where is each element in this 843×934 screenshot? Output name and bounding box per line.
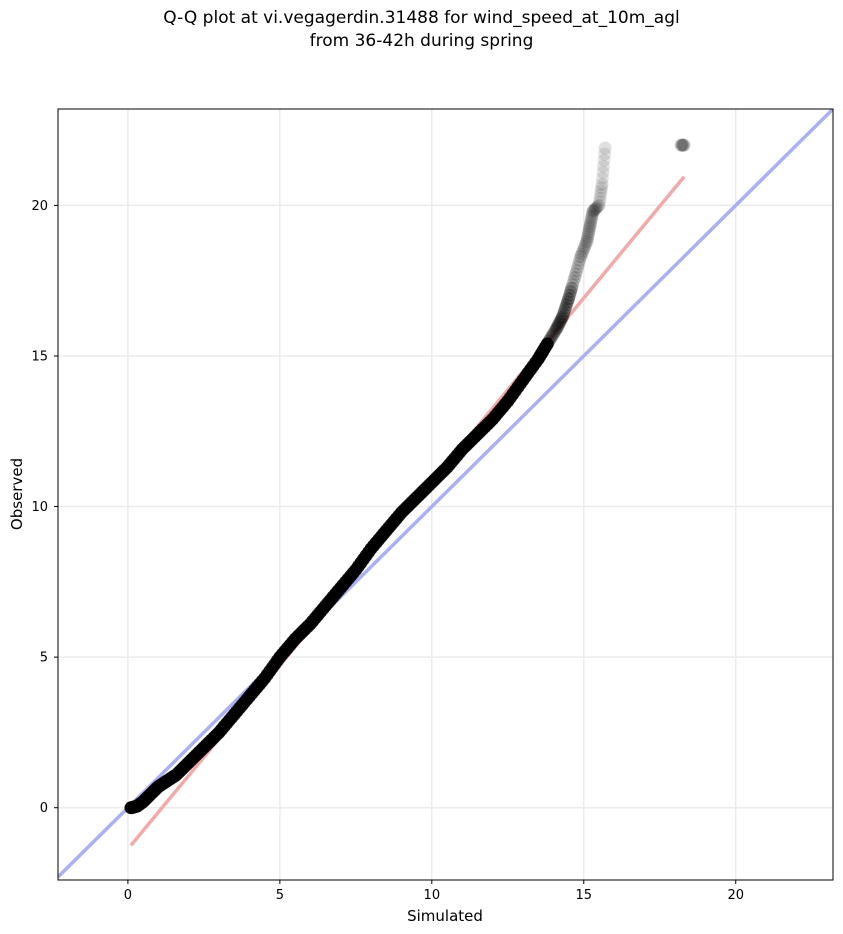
quantile-point	[545, 329, 559, 343]
y-tick-label: 20	[31, 199, 48, 214]
reference-lines	[58, 109, 833, 879]
quantile-point	[561, 295, 575, 309]
quantile-point	[578, 240, 592, 254]
quantile-point	[581, 227, 595, 241]
quantile-point	[675, 138, 689, 152]
grid-lines	[58, 109, 833, 880]
quantile-point	[546, 327, 560, 341]
y-tick-label: 10	[31, 500, 48, 515]
chart-title-line-2: from 36-42h during spring	[309, 31, 534, 51]
quantile-point	[560, 298, 574, 312]
quantile-point	[674, 138, 688, 152]
quantile-point	[572, 257, 586, 271]
quantile-point	[569, 267, 583, 281]
quantile-point	[582, 222, 596, 236]
chart-title-line-1: Q-Q plot at vi.vegagerdin.31488 for wind…	[163, 8, 680, 28]
quantile-point	[557, 307, 571, 321]
quantile-point	[590, 200, 604, 214]
quantile-point	[677, 138, 691, 152]
quantile-point	[567, 274, 581, 288]
quantile-point	[568, 271, 582, 285]
quantile-point	[676, 138, 690, 152]
quantile-point	[539, 339, 553, 353]
quantile-point	[583, 219, 597, 233]
quantile-point	[677, 138, 691, 152]
quantile-point	[563, 288, 577, 302]
x-axis-label: Simulated	[407, 907, 483, 925]
quantile-point	[571, 260, 585, 274]
quantile-point	[585, 209, 599, 223]
plot-frame	[57, 108, 834, 881]
quantile-point	[587, 203, 601, 217]
x-tick-label: 0	[124, 888, 132, 903]
x-tick-label: 5	[276, 888, 284, 903]
quantile-point	[558, 304, 572, 318]
quantile-point	[553, 314, 567, 328]
y-tick-label: 15	[31, 349, 48, 364]
y-tick-label: 5	[40, 651, 48, 666]
x-tick-label: 15	[576, 888, 593, 903]
quantile-point	[575, 247, 589, 261]
x-tick-label: 10	[424, 888, 441, 903]
quantile-point	[548, 324, 562, 338]
quantile-point	[581, 229, 595, 243]
quantile-point	[562, 292, 576, 306]
y-axis-label: Observed	[8, 458, 26, 530]
axis-ticks: 0 5 10 15 20 0 5 10 15 20	[31, 199, 744, 903]
quantile-point	[586, 204, 600, 218]
identity-line	[58, 109, 833, 879]
quantile-point	[577, 242, 591, 256]
quantile-point	[559, 301, 573, 315]
quantile-point	[597, 153, 611, 167]
quantile-point	[592, 198, 606, 212]
quantile-point	[543, 332, 557, 346]
quantile-point	[542, 334, 556, 348]
quantile-point	[589, 201, 603, 215]
quantile-point	[592, 195, 606, 209]
quantile-point	[593, 191, 607, 205]
quantile-point	[584, 214, 598, 228]
quantile-point	[566, 278, 580, 292]
quantile-point	[594, 188, 607, 202]
quantile-point	[676, 138, 690, 152]
quantile-point	[595, 181, 609, 195]
quantile-point	[597, 159, 611, 173]
quantile-point	[591, 199, 605, 213]
quantile-point	[594, 184, 608, 198]
quantile-point	[588, 202, 602, 216]
quantile-point	[595, 177, 609, 191]
quantile-point	[550, 320, 564, 334]
quantile-points	[124, 138, 691, 815]
quantile-point	[552, 316, 566, 330]
quantile-point	[596, 165, 610, 179]
quantile-point	[675, 138, 689, 152]
quantile-point	[584, 212, 598, 226]
quantile-point	[582, 224, 596, 238]
quantile-point	[596, 171, 610, 185]
x-tick-label: 20	[727, 888, 744, 903]
quantile-point	[579, 237, 593, 251]
quantile-point	[570, 264, 584, 278]
quantile-point	[598, 147, 612, 161]
quantile-point	[576, 245, 590, 259]
quantile-point	[565, 281, 579, 295]
quantile-point	[556, 310, 570, 324]
quantile-point	[564, 285, 578, 299]
quantile-point	[554, 312, 568, 326]
y-tick-label: 0	[40, 801, 48, 816]
quantile-point	[585, 207, 599, 221]
quantile-point	[573, 253, 587, 267]
quantile-point	[574, 250, 588, 264]
quantile-point	[549, 322, 563, 336]
quantile-point	[580, 235, 594, 249]
quantile-point	[583, 217, 597, 231]
quantile-point	[598, 141, 612, 155]
quantile-point	[580, 232, 594, 246]
quantile-point	[551, 318, 565, 332]
